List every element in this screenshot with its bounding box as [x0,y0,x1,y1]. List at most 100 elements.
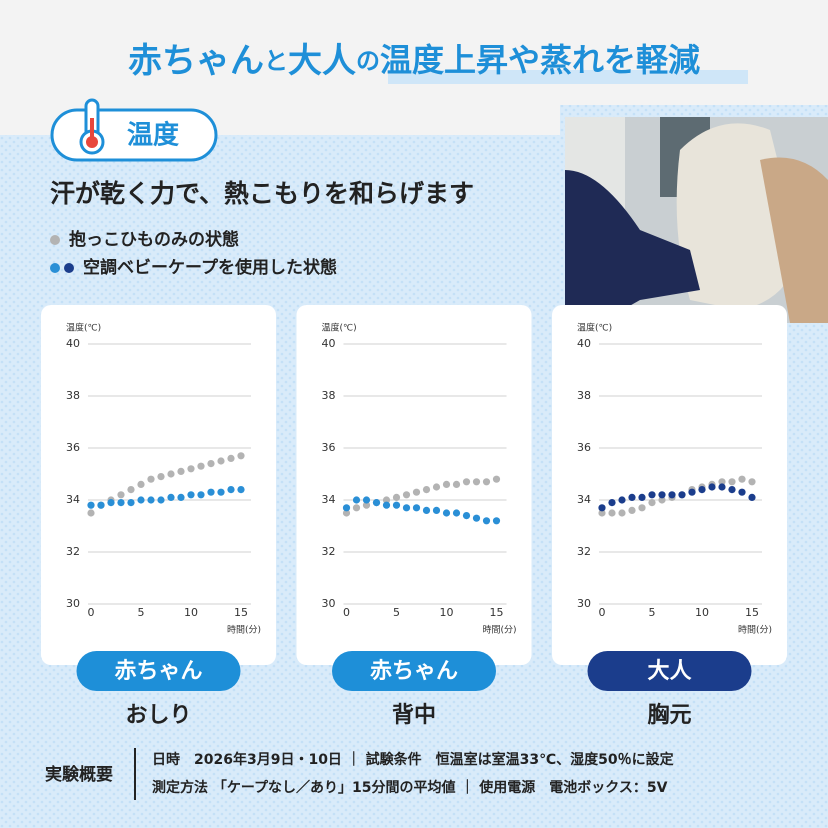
top-band [0,0,828,105]
data-point [342,509,351,517]
data-point [177,493,185,501]
y-tick-label: 34 [577,493,591,506]
data-point [628,493,636,501]
data-point [127,486,135,494]
x-tick-label: 10 [184,606,198,619]
data-point [618,509,626,517]
y-tick-label: 40 [322,337,336,350]
data-point [117,491,125,499]
data-point [392,493,401,501]
data-point [412,504,421,512]
data-point [462,511,471,520]
x-tick-label: 5 [138,606,145,619]
data-point [217,488,225,496]
legend-label: 抱っこひものみの状態 [69,229,239,250]
data-point [342,504,351,512]
data-point [382,501,391,509]
x-axis-label: 時間(分) [482,625,516,636]
title: 赤ちゃんと大人の温度上昇や蒸れを軽減 [128,41,700,81]
chart-card [41,305,276,665]
y-tick-label: 40 [66,337,80,350]
badge-label: 温度 [127,120,179,151]
data-point [708,483,716,491]
y-tick-label: 32 [322,545,336,558]
data-point [412,488,421,496]
data-point [628,506,636,514]
heading: 汗が乾く力で、熱こもりを和らげます [50,179,474,208]
title-part: 大人 [288,41,356,81]
data-point [658,491,666,499]
data-point [658,496,666,504]
data-point [728,478,736,486]
legend-swatch [64,263,74,273]
y-tick-label: 38 [322,389,336,402]
title-part: と [264,47,288,75]
chart-card [296,305,532,665]
data-point [127,499,135,507]
data-point [482,517,491,525]
data-point [402,504,411,512]
chart-tag [332,651,496,691]
data-point [157,496,165,504]
x-tick-label: 15 [490,606,504,619]
chart-tag [76,651,241,691]
data-point [738,488,746,496]
data-point [452,509,461,517]
data-point [187,491,195,499]
data-point [608,499,616,507]
badge [50,98,218,162]
x-axis-label: 時間(分) [738,625,772,636]
data-point [362,501,371,509]
data-point [227,486,235,494]
data-point [738,475,746,483]
chart-title: 胸元 [647,702,691,728]
data-point [147,475,155,483]
data-point [382,496,391,504]
y-tick-label: 32 [577,545,591,558]
data-point [167,493,175,501]
data-point [598,504,606,512]
title-part: 温度上昇や蒸れを軽減 [380,41,700,79]
data-point [482,478,491,486]
data-point [167,470,175,478]
y-tick-label: 40 [577,337,591,350]
data-point [237,486,245,494]
data-point [472,478,481,486]
data-point [107,499,115,507]
x-tick-label: 10 [440,606,454,619]
data-point [97,501,105,509]
data-point [668,491,676,499]
footer-line: 測定方法 「ケープなし／あり」15分間の平均値 ｜ 使用電源 電池ボックス：5V [152,779,668,796]
y-tick-label: 38 [577,389,591,402]
title-highlight [388,70,748,84]
y-tick-label: 36 [66,441,80,454]
x-tick-label: 0 [88,606,95,619]
x-tick-label: 10 [695,606,709,619]
data-point [492,475,501,483]
data-point [442,509,451,517]
chart-tag-label: 大人 [647,659,691,684]
data-point [137,480,145,488]
data-point [402,491,411,499]
data-point [207,460,215,468]
data-point [422,486,431,494]
x-tick-label: 0 [599,606,606,619]
data-point [678,491,686,499]
data-point [648,491,656,499]
data-point [452,480,461,488]
photo [565,117,828,323]
data-point [147,496,155,504]
title-part: 赤ちゃん [128,41,264,81]
x-tick-label: 5 [649,606,656,619]
y-axis-label: 温度(℃) [577,322,612,334]
legend-label: 空調ベビーケープを使用した状態 [83,257,337,278]
data-point [442,480,451,488]
x-axis-label: 時間(分) [227,625,261,636]
data-point [618,496,626,504]
data-point [87,501,95,509]
data-point [197,462,205,470]
data-point [492,517,501,525]
data-point [718,483,726,491]
data-point [362,496,371,504]
chart-title: 背中 [392,703,436,728]
